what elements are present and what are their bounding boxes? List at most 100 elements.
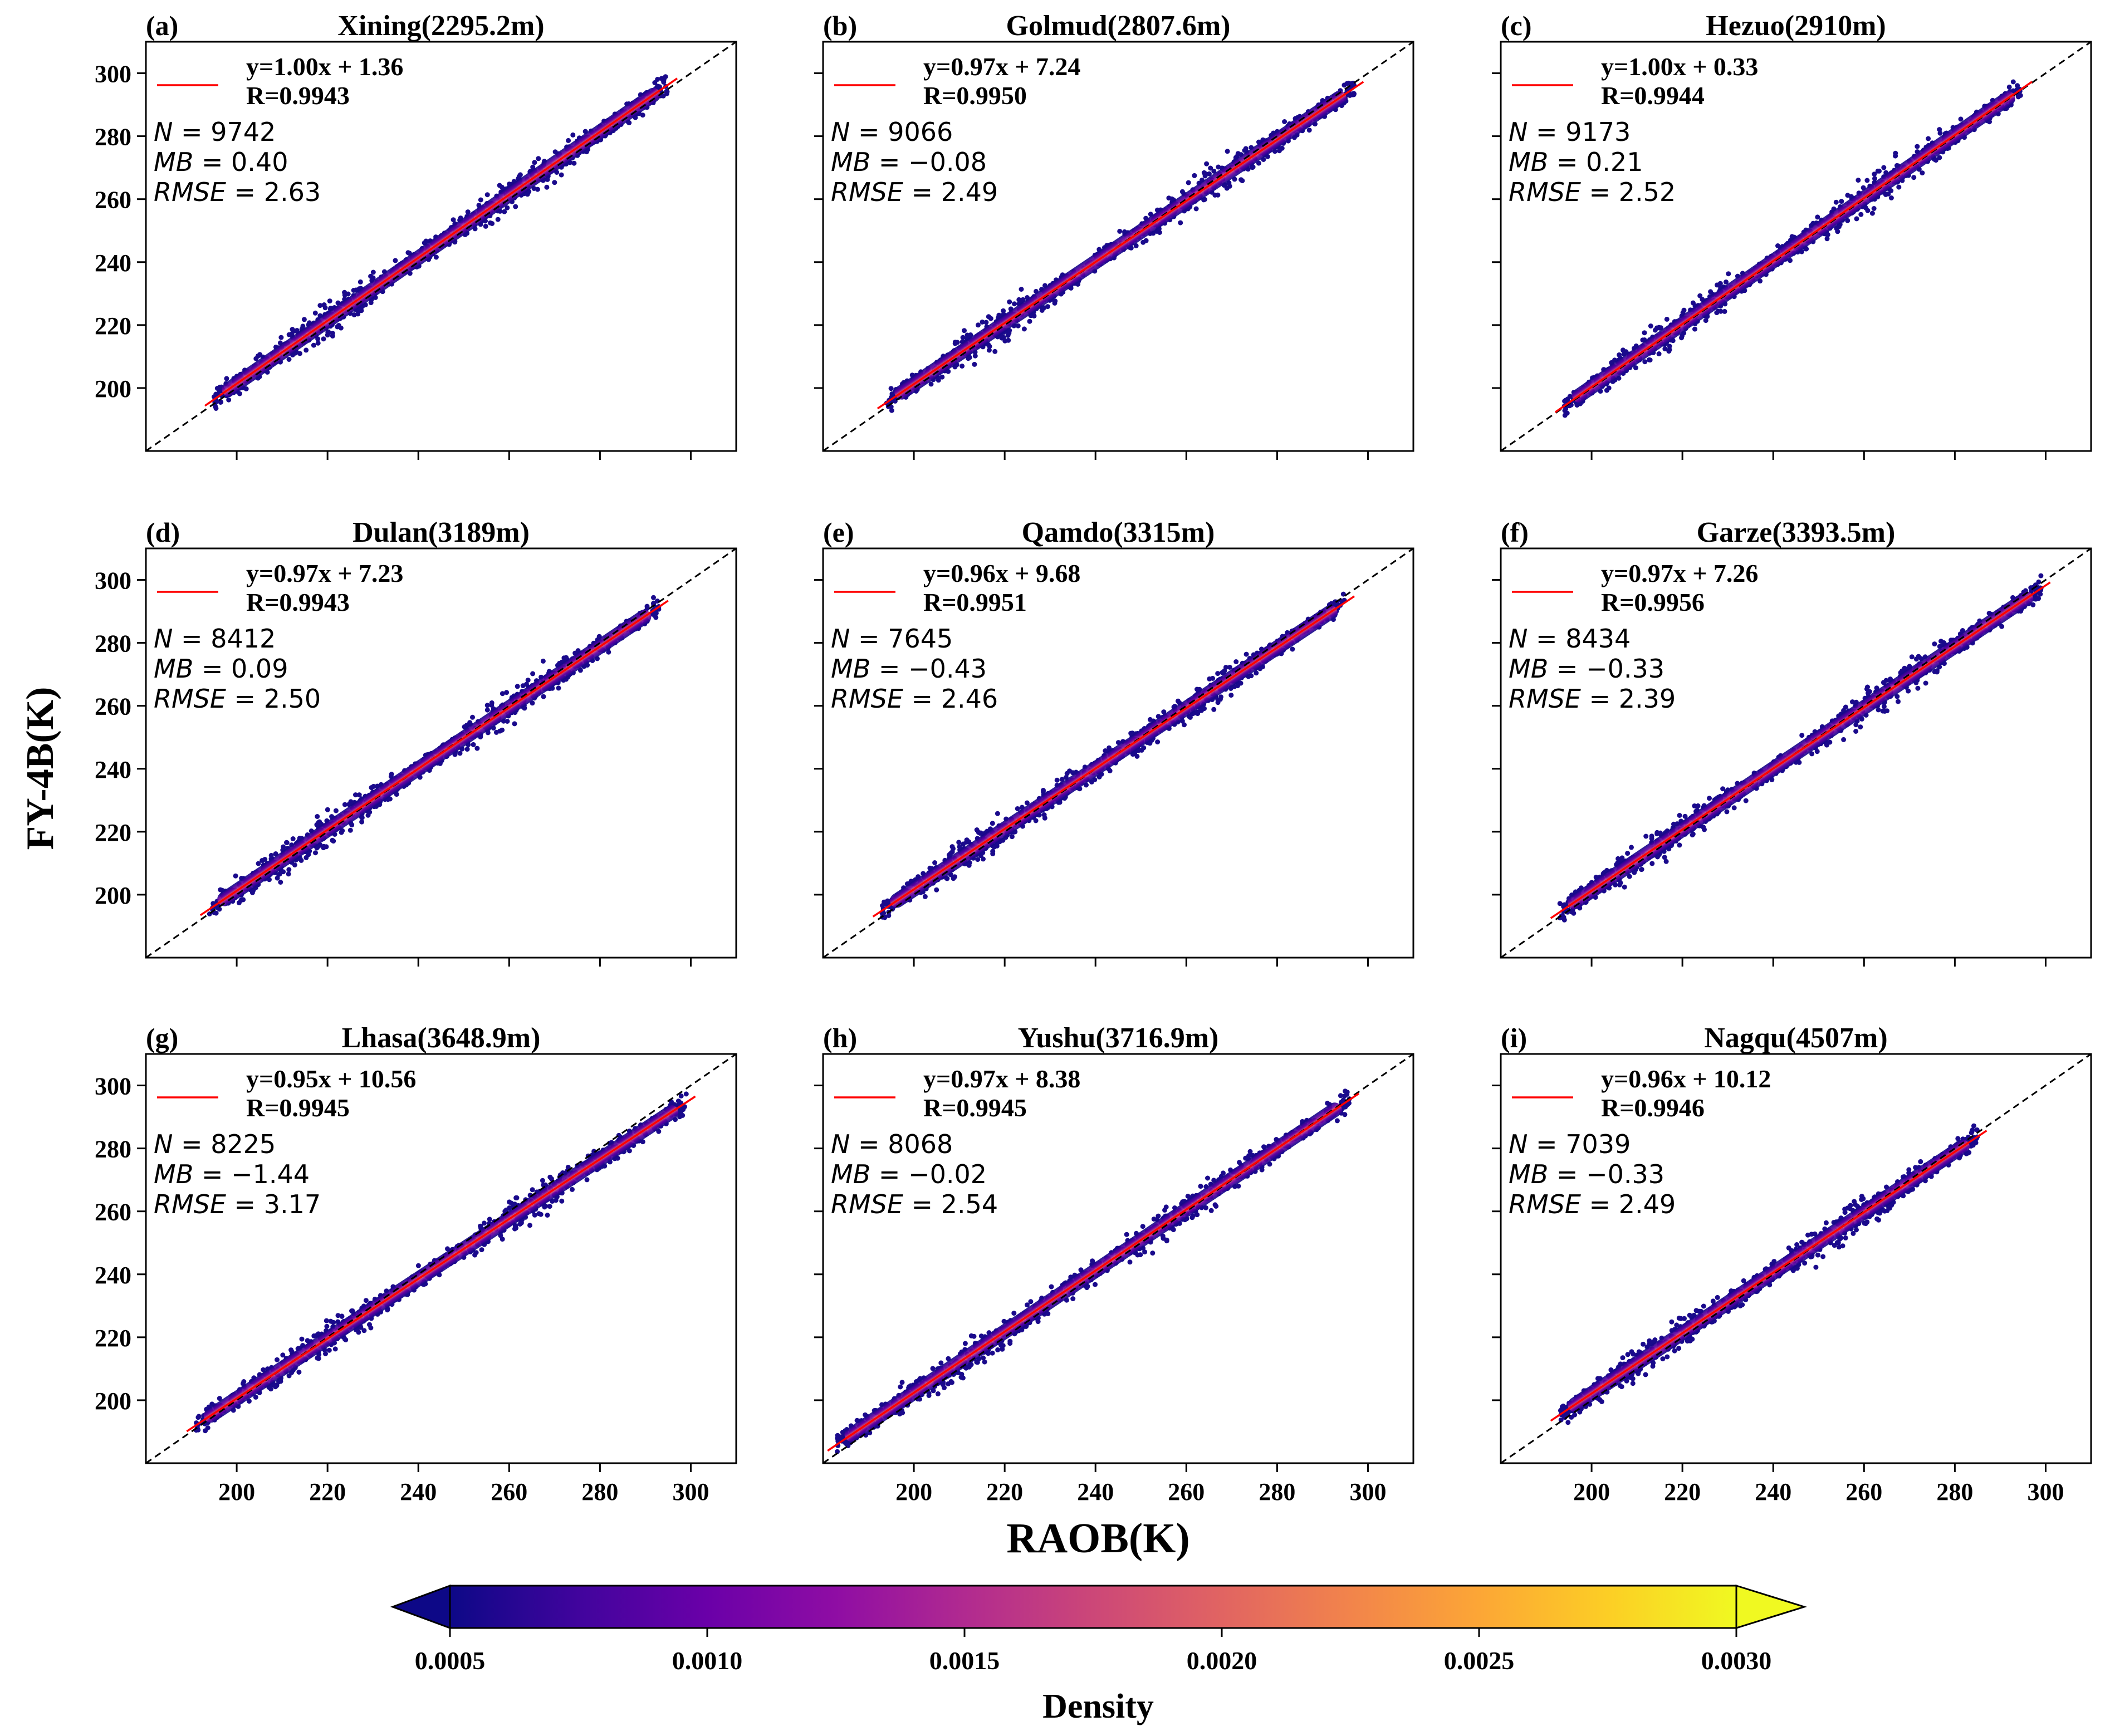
- scatter-point: [660, 77, 665, 82]
- scatter-point: [311, 342, 316, 348]
- fit-line: [199, 600, 669, 916]
- scatter-point: [1282, 119, 1287, 124]
- scatter-point: [1342, 82, 1347, 88]
- scatter-point: [512, 721, 517, 727]
- fit-line: [204, 77, 678, 407]
- panel-label: (b): [823, 10, 857, 41]
- scatter-point: [346, 802, 352, 807]
- scatter-point: [986, 347, 992, 353]
- scatter-area: [1501, 42, 2091, 451]
- scatter-point: [990, 849, 996, 854]
- scatter-point: [1024, 800, 1030, 806]
- scatter-point: [948, 851, 953, 856]
- scatter-point: [1193, 206, 1199, 212]
- scatter-point: [956, 840, 962, 845]
- scatter-point: [1815, 214, 1820, 220]
- scatter-point: [959, 364, 965, 369]
- scatter-point: [961, 841, 966, 847]
- scatter-point: [315, 340, 321, 346]
- scatter-point: [882, 899, 887, 905]
- scatter-point: [433, 254, 439, 260]
- scatter-point: [1001, 308, 1006, 313]
- scatter-point: [345, 291, 351, 297]
- scatter-point: [944, 876, 950, 881]
- y-tick-label: 200: [95, 375, 131, 403]
- correlation-r: R=0.9943: [246, 81, 350, 110]
- scatter-point: [275, 875, 280, 881]
- scatter-point: [294, 328, 300, 333]
- scatter-point: [297, 856, 303, 862]
- scatter-point: [1002, 338, 1008, 344]
- scatter-point: [1306, 127, 1312, 133]
- scatter-point: [1178, 220, 1183, 225]
- scatter-point: [327, 298, 332, 304]
- scatter-point: [488, 220, 493, 225]
- scatter-point: [1233, 659, 1239, 664]
- stat-mb: MB = 0.09: [154, 654, 288, 684]
- scatter-point: [1896, 184, 1902, 190]
- scatter-point: [233, 873, 238, 879]
- y-tick-label: 280: [95, 124, 131, 151]
- scatter-point: [464, 723, 469, 728]
- scatter-point: [1799, 733, 1805, 738]
- scatter-point: [253, 356, 259, 361]
- scatter-point: [976, 322, 981, 328]
- scatter-point: [1215, 698, 1221, 703]
- panel-title: Hezuo(2910m): [1706, 10, 1886, 42]
- scatter-point: [1194, 686, 1200, 692]
- scatter-point: [325, 807, 330, 812]
- scatter-point: [315, 814, 320, 819]
- scatter-point: [1179, 189, 1185, 194]
- stat-rmse: RMSE = 2.49: [831, 177, 998, 207]
- scatter-point: [962, 328, 967, 334]
- scatter-point: [277, 871, 282, 877]
- scatter-point: [1244, 651, 1249, 657]
- scatter-point: [1883, 192, 1888, 197]
- y-tick-label: 300: [95, 61, 131, 88]
- scatter-point: [286, 357, 292, 362]
- scatter-point: [214, 386, 220, 391]
- scatter-point: [1722, 308, 1727, 314]
- scatter-point: [1567, 394, 1573, 399]
- scatter-point: [241, 897, 246, 903]
- scatter-point: [1714, 310, 1720, 316]
- scatter-point: [1225, 149, 1230, 154]
- scatter-point: [1202, 706, 1207, 712]
- scatter-point: [353, 792, 358, 798]
- scatter-point: [1633, 365, 1638, 371]
- scatter-point: [484, 707, 490, 713]
- scatter-point: [331, 838, 336, 844]
- scatter-point: [1617, 352, 1622, 357]
- scatter-point: [338, 325, 344, 331]
- scatter-point: [928, 381, 934, 387]
- scatter-point: [1054, 777, 1060, 783]
- scatter-point: [330, 331, 335, 336]
- scatter-point: [1911, 175, 1917, 180]
- scatter-point: [1642, 330, 1647, 336]
- scatter-point: [1640, 337, 1646, 343]
- scatter-point: [1888, 195, 1894, 200]
- scatter-point: [483, 223, 488, 229]
- scatter-point: [286, 867, 292, 872]
- scatter-point: [470, 714, 475, 720]
- scatter-point: [564, 655, 569, 660]
- scatter-point: [1915, 144, 1920, 149]
- scatter-point: [1662, 346, 1668, 352]
- scatter-point: [278, 880, 283, 885]
- scatter-point: [536, 156, 541, 161]
- y-tick-label: 280: [95, 630, 131, 658]
- scatter-point: [541, 694, 546, 699]
- y-tick-label: 220: [95, 819, 131, 846]
- scatter-point: [520, 683, 526, 689]
- scatter-point: [358, 279, 363, 285]
- scatter-point: [1648, 323, 1653, 328]
- scatter-point: [996, 312, 1002, 318]
- scatter-point: [214, 905, 220, 910]
- stat-n: N = 9173: [1509, 117, 1631, 147]
- stat-rmse: RMSE = 2.50: [154, 684, 321, 714]
- scatter-point: [530, 671, 536, 676]
- scatter-point: [474, 746, 480, 751]
- stat-n: N = 9742: [154, 117, 276, 147]
- scatter-point: [980, 319, 985, 325]
